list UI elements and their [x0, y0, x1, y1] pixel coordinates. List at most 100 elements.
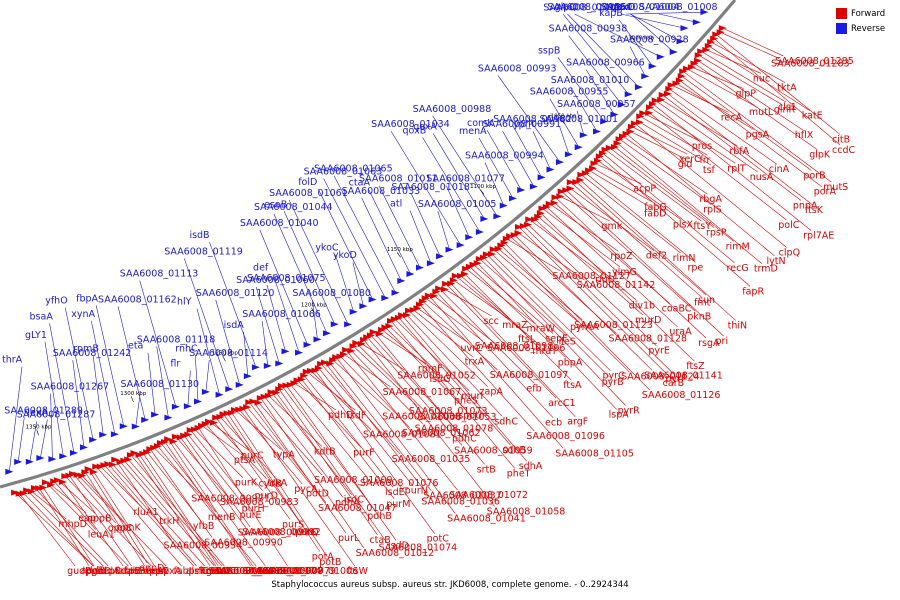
- reverse-gene-label[interactable]: SAA6008_01010: [551, 75, 630, 86]
- reverse-gene-label[interactable]: SAA6008_00956: [547, 2, 626, 13]
- forward-gene-label[interactable]: murE: [206, 566, 231, 577]
- forward-gene-label[interactable]: SAA6008_00963: [214, 566, 293, 577]
- forward-gene-label[interactable]: SAA6008_01141: [644, 370, 723, 381]
- forward-gene-label[interactable]: eap: [78, 513, 96, 524]
- forward-gene-label[interactable]: SAA6008_01009: [314, 475, 393, 486]
- forward-gene-label[interactable]: frr: [699, 155, 710, 166]
- forward-gene-label[interactable]: ppi: [85, 566, 100, 577]
- forward-gene-label[interactable]: fmt: [694, 298, 711, 309]
- reverse-gene-label[interactable]: ctaA: [349, 177, 371, 188]
- forward-gene-label[interactable]: pycA: [294, 484, 318, 495]
- reverse-gene-label[interactable]: kapB: [599, 8, 623, 19]
- forward-gene-label[interactable]: pyrB: [602, 377, 624, 388]
- forward-gene-label[interactable]: purD: [255, 491, 278, 502]
- forward-gene-label[interactable]: rpsP: [706, 228, 727, 239]
- forward-gene-label[interactable]: pbpA: [558, 358, 583, 369]
- forward-gene-label[interactable]: purE: [240, 510, 262, 521]
- forward-gene-label[interactable]: SAA6008_01038: [382, 411, 461, 422]
- forward-gene-label[interactable]: coaBC: [662, 303, 692, 314]
- forward-gene-label[interactable]: pdhA: [335, 497, 360, 508]
- forward-gene-label[interactable]: rbfA: [729, 146, 749, 157]
- forward-gene-label[interactable]: ftsA: [563, 380, 582, 391]
- forward-gene-label[interactable]: kdtB: [314, 447, 336, 458]
- reverse-gene-label[interactable]: qoxA: [413, 122, 437, 133]
- forward-gene-label[interactable]: purN: [405, 486, 428, 497]
- reverse-gene-label[interactable]: yfhO: [45, 296, 67, 307]
- forward-gene-label[interactable]: pri: [716, 336, 729, 347]
- forward-gene-label[interactable]: SAA6008_01106: [487, 343, 566, 354]
- forward-gene-label[interactable]: SAA6008_01128: [608, 334, 687, 345]
- forward-gene-label[interactable]: nuc: [753, 73, 770, 84]
- reverse-gene-label[interactable]: SAA6008_01162: [98, 294, 177, 305]
- forward-gene-label[interactable]: plsX: [673, 219, 694, 230]
- forward-gene-label[interactable]: potA: [312, 551, 335, 562]
- forward-gene-label[interactable]: SAA6008_01047: [318, 503, 397, 514]
- forward-gene-label[interactable]: SAA6008_01072: [449, 490, 528, 501]
- forward-gene-label[interactable]: mraZ: [502, 320, 528, 331]
- forward-gene-label[interactable]: pyrR: [618, 406, 641, 417]
- forward-gene-label[interactable]: SAA6008_01059: [454, 445, 533, 456]
- reverse-gene-label[interactable]: bsaA: [30, 311, 54, 322]
- reverse-gene-label[interactable]: SAA6008_01120: [196, 288, 275, 299]
- forward-gene-label[interactable]: pros: [692, 141, 713, 152]
- forward-gene-label[interactable]: leuA1: [88, 529, 115, 540]
- forward-gene-label[interactable]: arcC1: [548, 398, 575, 409]
- forward-gene-label[interactable]: isdG: [429, 374, 450, 385]
- forward-gene-label[interactable]: glpK: [809, 150, 831, 161]
- reverse-gene-label[interactable]: SAA6008_01287: [17, 409, 96, 420]
- forward-gene-label[interactable]: hflX: [795, 130, 814, 141]
- reverse-gene-label[interactable]: rnhC: [175, 343, 198, 354]
- forward-gene-label[interactable]: pnpA: [793, 200, 818, 211]
- reverse-gene-label[interactable]: SAA6008_01242: [53, 348, 132, 359]
- forward-gene-label[interactable]: ileS: [559, 336, 576, 347]
- reverse-gene-label[interactable]: SAA6008_01118: [137, 334, 216, 345]
- reverse-gene-label[interactable]: atl: [390, 199, 402, 210]
- forward-gene-label[interactable]: pheT: [507, 468, 531, 479]
- forward-gene-label[interactable]: SAA6008_01058: [487, 507, 566, 518]
- forward-gene-label[interactable]: menD: [202, 566, 230, 577]
- reverse-gene-label[interactable]: SAA6008_00955: [530, 87, 609, 98]
- forward-gene-label[interactable]: fabD: [644, 208, 667, 219]
- forward-gene-label[interactable]: ptsA: [234, 455, 256, 466]
- forward-gene-label[interactable]: SAA6008_00992: [242, 527, 321, 538]
- forward-gene-label[interactable]: lspA: [609, 409, 630, 420]
- forward-gene-label[interactable]: SAA6008_01052: [397, 370, 476, 381]
- forward-gene-label[interactable]: spxA: [158, 566, 182, 577]
- forward-gene-label[interactable]: SAA6008_01283: [771, 58, 850, 69]
- reverse-gene-label[interactable]: SAA6008_00966: [566, 58, 645, 69]
- reverse-gene-label[interactable]: SAA6008_01289: [4, 405, 83, 416]
- reverse-gene-label[interactable]: SAA6008_01080: [292, 288, 371, 299]
- forward-gene-label[interactable]: porA: [814, 187, 837, 198]
- forward-gene-label[interactable]: isdF: [347, 410, 366, 421]
- forward-gene-label[interactable]: lepB: [100, 566, 121, 577]
- forward-gene-label[interactable]: SAA6008_01126: [642, 390, 721, 401]
- forward-gene-label[interactable]: pdhC: [452, 434, 477, 445]
- forward-gene-label[interactable]: cydB: [259, 479, 282, 490]
- forward-gene-label[interactable]: oppC: [108, 523, 133, 534]
- forward-gene-label[interactable]: menB: [208, 512, 236, 523]
- reverse-gene-label[interactable]: trpS: [606, 2, 626, 13]
- forward-gene-label[interactable]: purK: [235, 478, 258, 489]
- reverse-gene-label[interactable]: isdB: [189, 230, 209, 241]
- reverse-gene-label[interactable]: SAA6008_01060: [236, 275, 315, 286]
- forward-gene-label[interactable]: mgtE: [197, 566, 222, 577]
- reverse-gene-label[interactable]: folD: [298, 177, 317, 188]
- reverse-gene-label[interactable]: gLY1: [25, 330, 47, 341]
- reverse-gene-label[interactable]: SAA6008_00982: [493, 114, 572, 125]
- reverse-gene-label[interactable]: qoxC: [610, 2, 634, 13]
- forward-gene-label[interactable]: pdhD: [328, 410, 353, 421]
- forward-gene-label[interactable]: nusA: [750, 172, 774, 183]
- forward-gene-label[interactable]: rpl7AE: [803, 231, 834, 242]
- forward-gene-label[interactable]: SAA6008_00983: [220, 497, 299, 508]
- reverse-gene-label[interactable]: ykoC: [315, 243, 339, 254]
- forward-gene-label[interactable]: lytN: [767, 256, 786, 267]
- forward-gene-label[interactable]: xerC: [679, 154, 701, 165]
- forward-gene-label[interactable]: scc: [483, 316, 498, 327]
- forward-gene-label[interactable]: cls1: [778, 102, 797, 113]
- forward-gene-label[interactable]: ftsW: [347, 566, 369, 577]
- forward-gene-label[interactable]: SAA6008_01098: [475, 341, 554, 352]
- forward-gene-label[interactable]: ftsZ: [686, 361, 705, 372]
- forward-gene-label[interactable]: sepF: [545, 334, 567, 345]
- forward-gene-label[interactable]: mraY: [532, 346, 557, 357]
- forward-gene-label[interactable]: cinA: [769, 164, 790, 175]
